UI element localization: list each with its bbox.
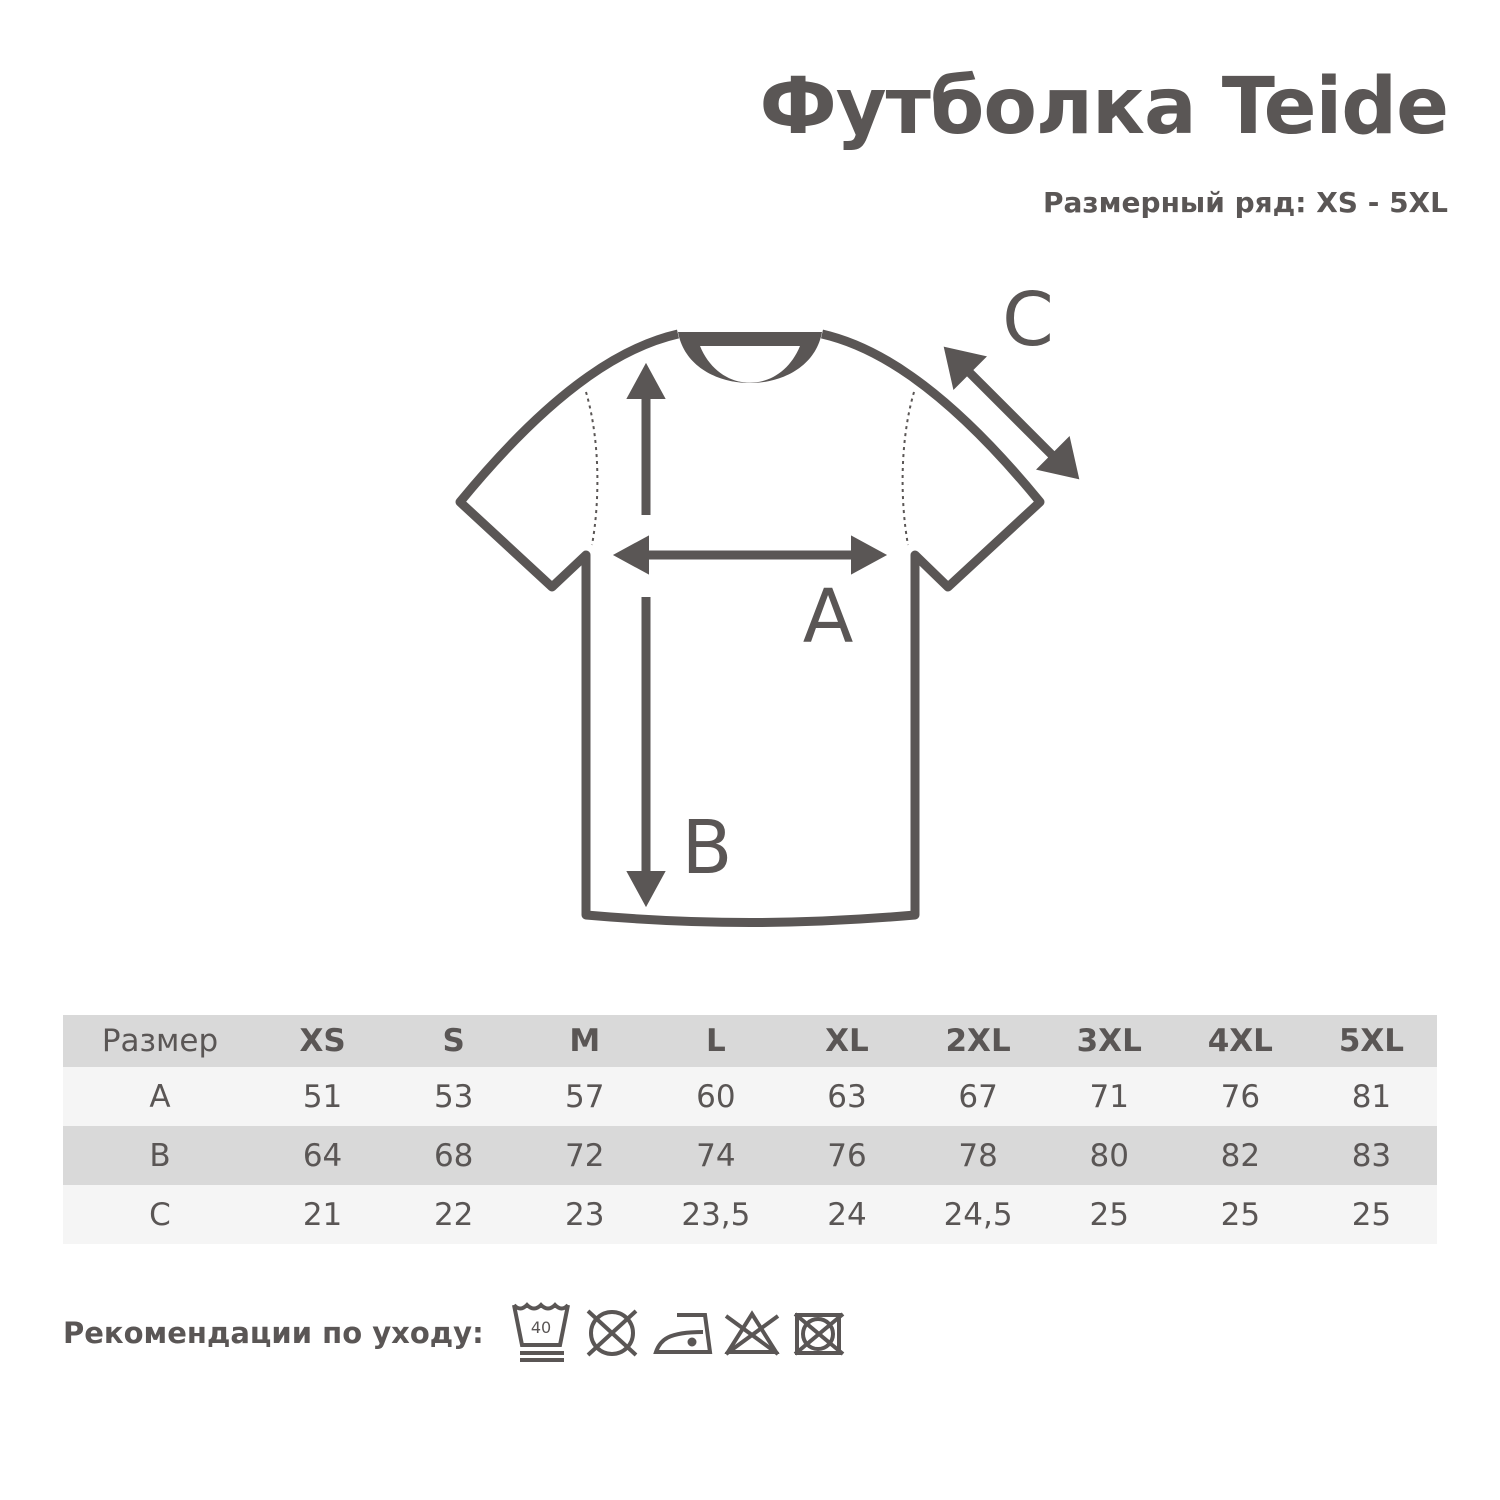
table-cell: 22 (433, 1196, 474, 1233)
table-cell: 68 (433, 1137, 474, 1174)
table-cell: 83 (1351, 1137, 1392, 1174)
header-cell: XL (825, 1023, 869, 1059)
table-header-row: Размер XS S M L XL 2XL 3XL 4XL 5XL (63, 1015, 1437, 1067)
table-cell: 25 (1089, 1196, 1129, 1233)
tshirt-outline (455, 329, 1045, 927)
table-cell: 60 (696, 1078, 736, 1115)
table-row: A 51 53 57 60 63 67 71 76 81 (63, 1067, 1437, 1126)
arrow-b-head-top (626, 362, 666, 399)
no-tumble-dry-icon (586, 1309, 638, 1357)
header-cell: Размер (101, 1023, 219, 1059)
seam-left (585, 391, 599, 546)
table-cell: 23,5 (681, 1196, 751, 1233)
arrow-b-head-bottom (626, 871, 666, 908)
size-table: Размер XS S M L XL 2XL 3XL 4XL 5XL A 51 … (63, 1015, 1437, 1244)
table-cell: 53 (433, 1078, 474, 1115)
row-label: C (149, 1196, 171, 1233)
table-row: B 64 68 72 74 76 78 80 82 83 (63, 1126, 1437, 1185)
table-cell: 51 (302, 1078, 343, 1115)
header-cell: 2XL (945, 1023, 1011, 1059)
page-title: Футболка Teide (759, 62, 1449, 152)
wash-40-gentle-icon: 40 (512, 1302, 570, 1362)
arrow-c-head-top (943, 346, 987, 390)
arrow-a-head-left (612, 535, 649, 575)
header-cell: 5XL (1338, 1023, 1405, 1059)
table-cell: 74 (696, 1137, 736, 1174)
table-cell: 71 (1089, 1078, 1129, 1115)
arrow-a-head-right (851, 535, 888, 575)
table-cell: 78 (958, 1137, 998, 1174)
seam-right (901, 391, 915, 546)
table-cell: 76 (1220, 1078, 1261, 1115)
care-label: Рекомендации по уходу: (63, 1316, 484, 1350)
iron-low-icon (653, 1313, 713, 1354)
table-cell: 21 (302, 1196, 343, 1233)
size-range-subtitle: Размерный ряд: XS - 5XL (1042, 186, 1448, 219)
tshirt-collar (678, 332, 822, 383)
row-label: B (149, 1137, 171, 1174)
table-cell: 67 (958, 1078, 998, 1115)
label-a: A (803, 574, 854, 660)
table-cell: 24 (827, 1196, 867, 1233)
table-cell: 57 (565, 1078, 605, 1115)
row-label: A (149, 1078, 171, 1115)
header-cell: 3XL (1076, 1023, 1142, 1059)
table-cell: 64 (302, 1137, 343, 1174)
care-icons: 40 (512, 1302, 845, 1362)
header-cell: S (442, 1023, 465, 1059)
header-cell: XS (299, 1023, 346, 1059)
table-cell: 76 (827, 1137, 867, 1174)
table-cell: 23 (565, 1196, 605, 1233)
arrow-c (961, 364, 1059, 462)
wash-temp: 40 (531, 1318, 551, 1337)
tshirt-diagram: A B C (455, 277, 1080, 927)
table-cell: 81 (1351, 1078, 1392, 1115)
table-row: C 21 22 23 23,5 24 24,5 25 25 25 (63, 1185, 1437, 1244)
table-cell: 82 (1220, 1137, 1261, 1174)
no-dry-clean-icon (793, 1312, 845, 1356)
label-b: B (682, 805, 733, 891)
table-cell: 24,5 (943, 1196, 1013, 1233)
label-c: C (1002, 277, 1054, 363)
table-cell: 72 (565, 1137, 605, 1174)
table-cell: 63 (827, 1078, 867, 1115)
no-bleach-icon (724, 1310, 780, 1356)
table-cell: 25 (1351, 1196, 1392, 1233)
header-cell: L (706, 1023, 726, 1059)
table-cell: 80 (1089, 1137, 1129, 1174)
arrow-c-head-bottom (1036, 436, 1080, 480)
table-cell: 25 (1220, 1196, 1261, 1233)
header-cell: 4XL (1207, 1023, 1273, 1059)
header-cell: M (569, 1023, 601, 1059)
